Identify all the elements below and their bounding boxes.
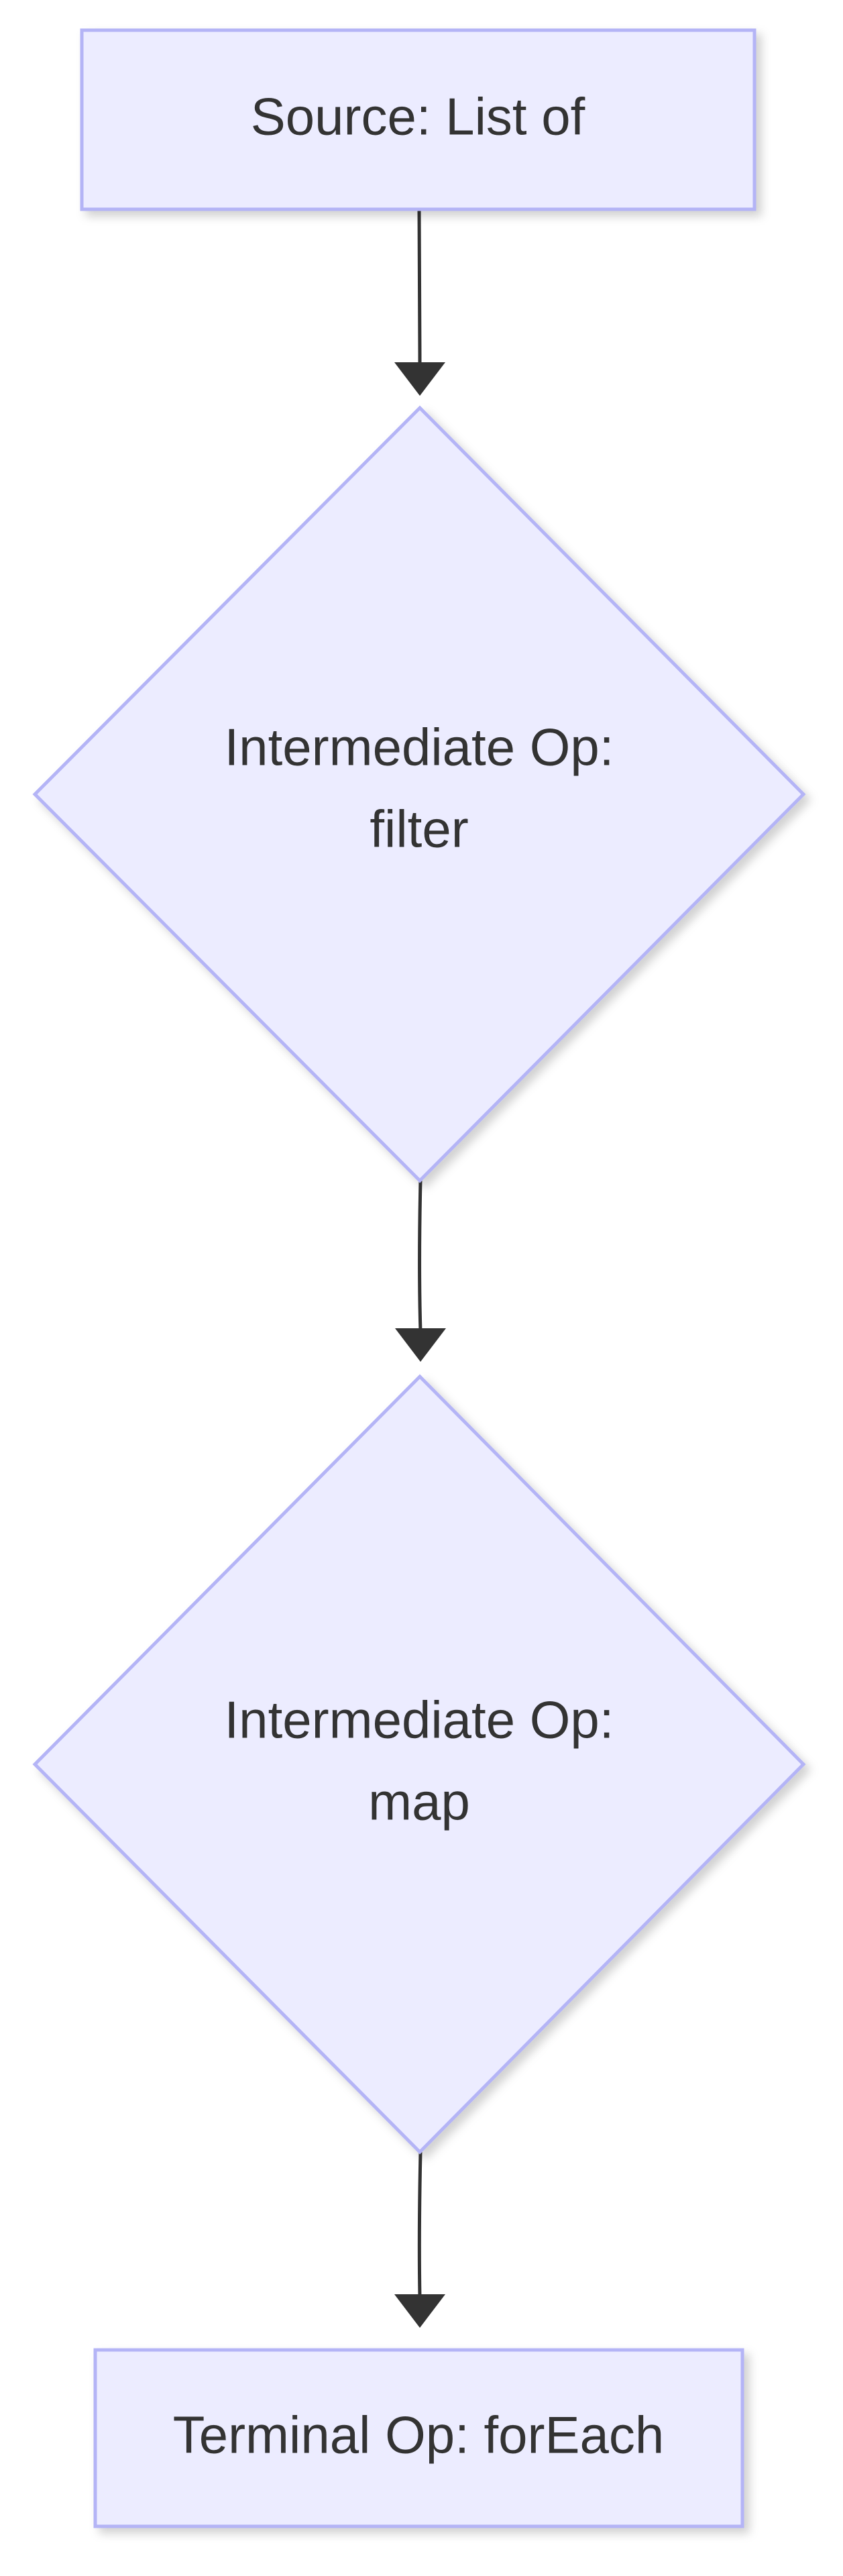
node-filter-label-line1: Intermediate Op: bbox=[225, 718, 614, 777]
edge-filter-to-map bbox=[395, 1180, 446, 1362]
node-map-label-line1: Intermediate Op: bbox=[225, 1690, 614, 1750]
node-filter-diamond bbox=[32, 405, 806, 1183]
edge-source-to-filter bbox=[394, 209, 445, 396]
edge-line bbox=[418, 1180, 423, 1332]
node-source-box bbox=[80, 28, 756, 211]
node-terminal[interactable]: Terminal Op: forEach bbox=[93, 2348, 744, 2528]
arrowhead-icon bbox=[394, 362, 445, 396]
edge-map-to-terminal bbox=[394, 2151, 445, 2328]
node-filter-label-line2: filter bbox=[370, 800, 468, 859]
node-map[interactable]: Intermediate Op: map bbox=[32, 1374, 806, 2155]
edge-line bbox=[417, 2151, 423, 2298]
arrowhead-icon bbox=[395, 1328, 446, 1362]
node-filter[interactable]: Intermediate Op: filter bbox=[32, 405, 806, 1183]
node-map-label-line2: map bbox=[368, 1772, 470, 1831]
node-source[interactable]: Source: List of bbox=[80, 28, 756, 211]
node-terminal-label: Terminal Op: forEach bbox=[173, 2406, 665, 2465]
node-source-label: Source: List of bbox=[251, 87, 585, 146]
node-map-diamond bbox=[32, 1374, 806, 2155]
arrowhead-icon bbox=[394, 2294, 445, 2328]
node-terminal-box bbox=[93, 2348, 744, 2528]
edge-line bbox=[417, 209, 422, 366]
